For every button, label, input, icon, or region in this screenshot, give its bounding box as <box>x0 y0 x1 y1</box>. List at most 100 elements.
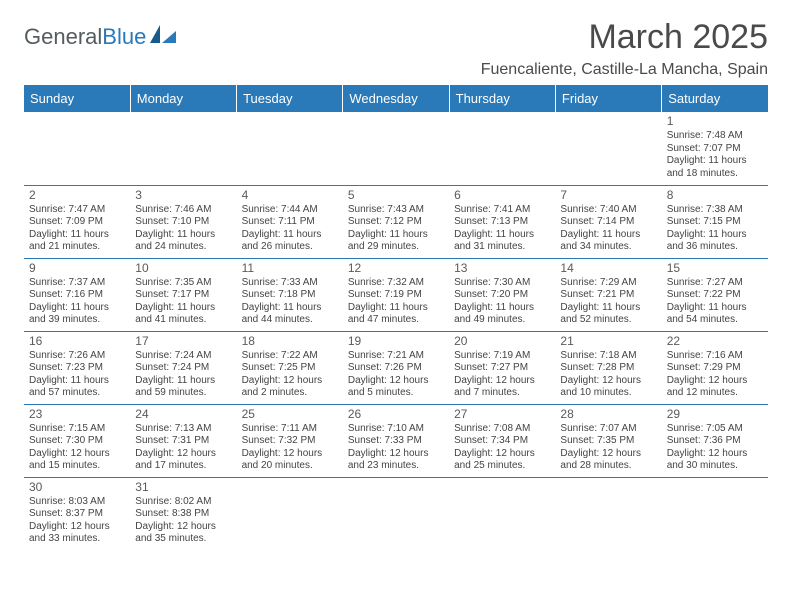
day-number: 2 <box>29 188 125 203</box>
daylight-line2: and 26 minutes. <box>242 241 338 254</box>
sunset-line: Sunset: 7:28 PM <box>560 362 656 375</box>
daylight-line2: and 35 minutes. <box>135 533 231 546</box>
calendar-cell: 3Sunrise: 7:46 AMSunset: 7:10 PMDaylight… <box>130 185 236 258</box>
calendar-cell: 18Sunrise: 7:22 AMSunset: 7:25 PMDayligh… <box>237 331 343 404</box>
daylight-line: Daylight: 11 hours <box>348 229 444 242</box>
daylight-line2: and 44 minutes. <box>242 314 338 327</box>
calendar-cell: 1Sunrise: 7:48 AMSunset: 7:07 PMDaylight… <box>662 112 768 185</box>
calendar-cell <box>130 112 236 185</box>
sunset-line: Sunset: 7:32 PM <box>242 435 338 448</box>
calendar-cell: 13Sunrise: 7:30 AMSunset: 7:20 PMDayligh… <box>449 258 555 331</box>
weekday-header: Thursday <box>449 85 555 112</box>
day-number: 18 <box>242 334 338 349</box>
daylight-line: Daylight: 11 hours <box>29 375 125 388</box>
day-number: 8 <box>667 188 763 203</box>
daylight-line2: and 10 minutes. <box>560 387 656 400</box>
daylight-line2: and 17 minutes. <box>135 460 231 473</box>
sunrise-line: Sunrise: 7:07 AM <box>560 423 656 436</box>
day-number: 11 <box>242 261 338 276</box>
calendar-cell <box>449 477 555 550</box>
calendar-cell: 16Sunrise: 7:26 AMSunset: 7:23 PMDayligh… <box>24 331 130 404</box>
calendar-cell: 15Sunrise: 7:27 AMSunset: 7:22 PMDayligh… <box>662 258 768 331</box>
calendar-cell: 17Sunrise: 7:24 AMSunset: 7:24 PMDayligh… <box>130 331 236 404</box>
calendar-cell <box>237 112 343 185</box>
calendar-cell: 27Sunrise: 7:08 AMSunset: 7:34 PMDayligh… <box>449 404 555 477</box>
logo: GeneralBlue <box>24 24 180 50</box>
weekday-header: Friday <box>555 85 661 112</box>
calendar-cell: 7Sunrise: 7:40 AMSunset: 7:14 PMDaylight… <box>555 185 661 258</box>
daylight-line2: and 39 minutes. <box>29 314 125 327</box>
sunrise-line: Sunrise: 7:22 AM <box>242 350 338 363</box>
sunrise-line: Sunrise: 7:44 AM <box>242 204 338 217</box>
sunrise-line: Sunrise: 7:33 AM <box>242 277 338 290</box>
calendar-cell: 28Sunrise: 7:07 AMSunset: 7:35 PMDayligh… <box>555 404 661 477</box>
day-number: 29 <box>667 407 763 422</box>
daylight-line: Daylight: 12 hours <box>348 375 444 388</box>
daylight-line: Daylight: 11 hours <box>667 229 763 242</box>
calendar-cell: 19Sunrise: 7:21 AMSunset: 7:26 PMDayligh… <box>343 331 449 404</box>
daylight-line: Daylight: 12 hours <box>454 375 550 388</box>
day-number: 26 <box>348 407 444 422</box>
calendar-cell <box>343 477 449 550</box>
weekday-header: Saturday <box>662 85 768 112</box>
day-number: 3 <box>135 188 231 203</box>
sunrise-line: Sunrise: 7:38 AM <box>667 204 763 217</box>
daylight-line2: and 49 minutes. <box>454 314 550 327</box>
sunrise-line: Sunrise: 7:27 AM <box>667 277 763 290</box>
sunset-line: Sunset: 7:35 PM <box>560 435 656 448</box>
day-number: 25 <box>242 407 338 422</box>
sunset-line: Sunset: 7:16 PM <box>29 289 125 302</box>
sunrise-line: Sunrise: 7:43 AM <box>348 204 444 217</box>
sunrise-line: Sunrise: 7:15 AM <box>29 423 125 436</box>
daylight-line2: and 24 minutes. <box>135 241 231 254</box>
weekday-header: Tuesday <box>237 85 343 112</box>
weekday-header: Wednesday <box>343 85 449 112</box>
calendar-cell <box>343 112 449 185</box>
calendar-cell <box>449 112 555 185</box>
daylight-line: Daylight: 11 hours <box>242 302 338 315</box>
sunset-line: Sunset: 7:14 PM <box>560 216 656 229</box>
day-number: 7 <box>560 188 656 203</box>
daylight-line: Daylight: 12 hours <box>135 448 231 461</box>
day-number: 27 <box>454 407 550 422</box>
daylight-line: Daylight: 12 hours <box>667 375 763 388</box>
sunset-line: Sunset: 7:15 PM <box>667 216 763 229</box>
daylight-line2: and 47 minutes. <box>348 314 444 327</box>
daylight-line: Daylight: 11 hours <box>454 229 550 242</box>
day-number: 22 <box>667 334 763 349</box>
daylight-line: Daylight: 11 hours <box>667 155 763 168</box>
daylight-line2: and 41 minutes. <box>135 314 231 327</box>
daylight-line: Daylight: 12 hours <box>454 448 550 461</box>
calendar-body: 1Sunrise: 7:48 AMSunset: 7:07 PMDaylight… <box>24 112 768 550</box>
calendar-cell: 26Sunrise: 7:10 AMSunset: 7:33 PMDayligh… <box>343 404 449 477</box>
sunset-line: Sunset: 7:09 PM <box>29 216 125 229</box>
sunset-line: Sunset: 7:19 PM <box>348 289 444 302</box>
daylight-line: Daylight: 12 hours <box>560 375 656 388</box>
sunset-line: Sunset: 7:18 PM <box>242 289 338 302</box>
sunrise-line: Sunrise: 7:18 AM <box>560 350 656 363</box>
sunrise-line: Sunrise: 7:05 AM <box>667 423 763 436</box>
day-number: 23 <box>29 407 125 422</box>
sunrise-line: Sunrise: 7:16 AM <box>667 350 763 363</box>
sunrise-line: Sunrise: 7:40 AM <box>560 204 656 217</box>
calendar-cell: 24Sunrise: 7:13 AMSunset: 7:31 PMDayligh… <box>130 404 236 477</box>
calendar-cell: 21Sunrise: 7:18 AMSunset: 7:28 PMDayligh… <box>555 331 661 404</box>
calendar-cell: 25Sunrise: 7:11 AMSunset: 7:32 PMDayligh… <box>237 404 343 477</box>
sunrise-line: Sunrise: 7:48 AM <box>667 130 763 143</box>
sunset-line: Sunset: 7:29 PM <box>667 362 763 375</box>
daylight-line: Daylight: 12 hours <box>135 521 231 534</box>
calendar-cell: 22Sunrise: 7:16 AMSunset: 7:29 PMDayligh… <box>662 331 768 404</box>
daylight-line2: and 29 minutes. <box>348 241 444 254</box>
daylight-line2: and 15 minutes. <box>29 460 125 473</box>
calendar-cell: 8Sunrise: 7:38 AMSunset: 7:15 PMDaylight… <box>662 185 768 258</box>
sunrise-line: Sunrise: 7:21 AM <box>348 350 444 363</box>
daylight-line: Daylight: 12 hours <box>29 448 125 461</box>
sunrise-line: Sunrise: 7:41 AM <box>454 204 550 217</box>
calendar-cell: 31Sunrise: 8:02 AMSunset: 8:38 PMDayligh… <box>130 477 236 550</box>
daylight-line2: and 30 minutes. <box>667 460 763 473</box>
daylight-line2: and 28 minutes. <box>560 460 656 473</box>
daylight-line: Daylight: 12 hours <box>348 448 444 461</box>
daylight-line2: and 5 minutes. <box>348 387 444 400</box>
calendar-cell <box>24 112 130 185</box>
day-number: 30 <box>29 480 125 495</box>
